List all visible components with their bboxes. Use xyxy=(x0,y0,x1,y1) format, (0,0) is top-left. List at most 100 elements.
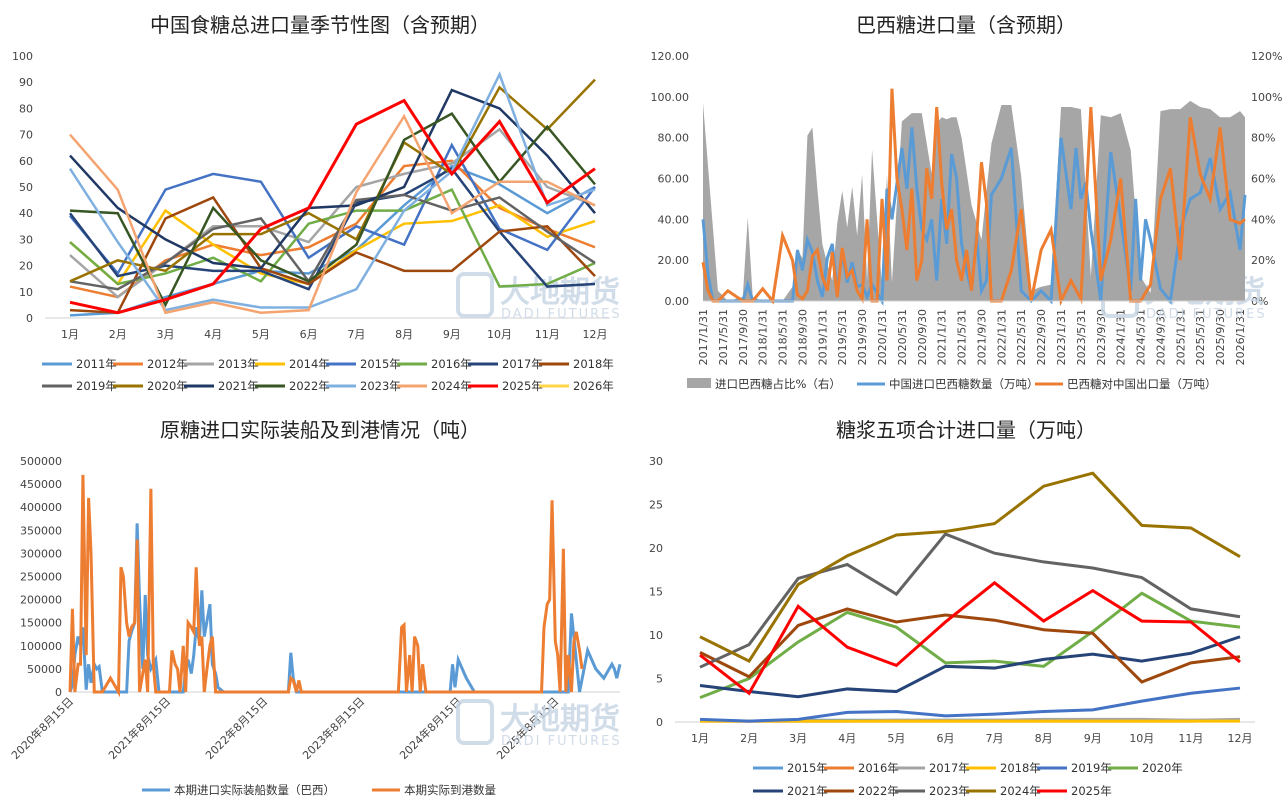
watermark-subtext: DADI FUTURES xyxy=(501,734,622,749)
legend-entry: 2025年 xyxy=(1071,784,1112,798)
legend-entry: 2018年 xyxy=(573,357,614,371)
y-tick-label: 250000 xyxy=(20,571,62,584)
x-tick-label: 11月 xyxy=(535,328,560,341)
y-tick-label: 100.00 xyxy=(651,91,690,104)
x-tick-label: 2024/9/30 xyxy=(1154,309,1167,365)
legend-entry: 2017年 xyxy=(502,357,543,371)
x-tick-label: 6月 xyxy=(936,732,954,745)
chart-title: 中国食糖总进口量季节性图（含预期） xyxy=(150,13,490,37)
chart-title: 糖浆五项合计进口量（万吨） xyxy=(836,418,1096,442)
legend-entry: 2015年 xyxy=(787,761,828,775)
watermark-logo-icon xyxy=(456,699,494,745)
legend-entry: 进口巴西糖占比%（右） xyxy=(715,377,841,391)
y-tick-label: 20 xyxy=(19,260,33,273)
chart-panel-syrup-imports: 糖浆五项合计进口量（万吨） 0 5 10 15 20 25 30 1月 2月 3月 4月 5月 6月 7月 8… xyxy=(645,405,1287,811)
y-tick-label: 450000 xyxy=(20,478,62,491)
x-tick-label: 2021年8月15日 xyxy=(105,694,173,762)
series-line-arrival xyxy=(68,474,584,698)
legend-entry: 2024年 xyxy=(431,379,472,393)
legend-entry: 2016年 xyxy=(431,357,472,371)
x-tick-label: 2020/9/30 xyxy=(916,309,929,365)
y-tick-label: 60 xyxy=(19,155,33,168)
x-tick-label: 8月 xyxy=(1035,732,1053,745)
y-tick-label: 70 xyxy=(19,129,33,142)
y-tick-label: 20 xyxy=(649,542,663,555)
legend-entry: 2025年 xyxy=(502,379,543,393)
x-tick-label: 9月 xyxy=(443,328,461,341)
legend-entry: 2015年 xyxy=(360,357,401,371)
legend-entry: 2023年 xyxy=(360,379,401,393)
y-tick-label: 200000 xyxy=(20,594,62,607)
x-tick-label: 2025/9/30 xyxy=(1214,309,1227,365)
y-tick-label: 150000 xyxy=(20,617,62,630)
y2-tick-label: 80% xyxy=(1251,132,1275,145)
legend-entry: 2014年 xyxy=(289,357,330,371)
x-tick-label: 4月 xyxy=(838,732,856,745)
legend-entry: 2020年 xyxy=(147,379,188,393)
series-line-2019年 xyxy=(69,193,596,291)
x-tick-label: 2021/1/31 xyxy=(936,309,949,365)
x-tick-label: 2019/5/31 xyxy=(836,309,849,365)
y-tick-label: 0 xyxy=(26,312,33,325)
chart-syrup-imports: 糖浆五项合计进口量（万吨） 0 5 10 15 20 25 30 1月 2月 3月 4月 5月 6月 7月 8… xyxy=(649,418,1255,798)
y-tick-label: 100000 xyxy=(20,640,62,653)
legend-entry: 2021年 xyxy=(218,379,259,393)
y-tick-label: 80 xyxy=(19,102,33,115)
x-tick-label: 2019/9/30 xyxy=(856,309,869,365)
x-tick-label: 12月 xyxy=(1228,732,1253,745)
x-tick-label: 2017/9/30 xyxy=(737,309,750,365)
x-tick-label: 6月 xyxy=(300,328,318,341)
y-tick-label: 80.00 xyxy=(658,132,690,145)
legend-entry: 巴西糖对中国出口量（万吨） xyxy=(1067,377,1217,391)
legend-entry: 2022年 xyxy=(289,379,330,393)
y-tick-label: 10 xyxy=(649,629,663,642)
x-tick-label: 2026/1/31 xyxy=(1234,309,1247,365)
legend-entry: 2019年 xyxy=(1071,761,1112,775)
series-line-2025年 xyxy=(699,580,1241,696)
x-tick-label: 2025/1/31 xyxy=(1174,309,1187,365)
x-tick-label: 3月 xyxy=(789,732,807,745)
x-tick-label: 2023/9/30 xyxy=(1095,309,1108,365)
y-tick-label: 500000 xyxy=(20,455,62,468)
legend-entry: 中国进口巴西糖数量（万吨） xyxy=(889,377,1039,391)
legend-entry: 2020年 xyxy=(1142,761,1183,775)
y-tick-label: 0 xyxy=(656,716,663,729)
y-tick-label: 30 xyxy=(649,455,663,468)
x-tick-label: 2018/9/30 xyxy=(796,309,809,365)
x-tick-label: 2018/1/31 xyxy=(757,309,770,365)
legend-entry: 2013年 xyxy=(218,357,259,371)
legend-entry: 2022年 xyxy=(858,784,899,798)
legend-swatch xyxy=(687,378,711,388)
y-tick-label: 15 xyxy=(649,586,663,599)
x-tick-label: 8月 xyxy=(395,328,413,341)
legend-entry: 2023年 xyxy=(929,784,970,798)
chart-panel-brazil-sugar: 巴西糖进口量（含预期） 0.00 20.00 40.00 60.00 80.00 100.0… xyxy=(645,0,1287,400)
series-line-brazil-export xyxy=(701,88,1246,307)
series-line-2023年 xyxy=(68,71,596,312)
legend-entry: 2026年 xyxy=(573,379,614,393)
legend-entry: 2021年 xyxy=(787,784,828,798)
legend-entry: 本期进口实际装船数量（巴西） xyxy=(174,783,335,797)
x-tick-label: 1月 xyxy=(61,328,79,341)
legend-entry: 2011年 xyxy=(76,357,117,371)
watermark-text: 大地期货 xyxy=(500,702,620,737)
chart-brazil-sugar: 巴西糖进口量（含预期） 0.00 20.00 40.00 60.00 80.00 100.0… xyxy=(651,13,1283,391)
x-tick-label: 1月 xyxy=(691,732,709,745)
y2-tick-label: 0% xyxy=(1251,295,1268,308)
y-tick-label: 400000 xyxy=(20,501,62,514)
y-tick-label: 100 xyxy=(12,50,33,63)
series-line-china-import xyxy=(701,127,1247,306)
x-tick-label: 2020年8月15日 xyxy=(8,694,76,762)
x-tick-label: 5月 xyxy=(252,328,270,341)
y2-tick-label: 120% xyxy=(1251,50,1282,63)
x-tick-label: 2023年8月15日 xyxy=(299,694,367,762)
x-tick-label: 2021/9/30 xyxy=(975,309,988,365)
y2-tick-label: 40% xyxy=(1251,213,1275,226)
y-tick-label: 40.00 xyxy=(658,213,690,226)
y2-tick-label: 100% xyxy=(1251,91,1282,104)
y2-tick-label: 20% xyxy=(1251,254,1275,267)
chart-title: 巴西糖进口量（含预期） xyxy=(856,13,1076,37)
x-tick-label: 4月 xyxy=(204,328,222,341)
x-tick-label: 11月 xyxy=(1178,732,1203,745)
